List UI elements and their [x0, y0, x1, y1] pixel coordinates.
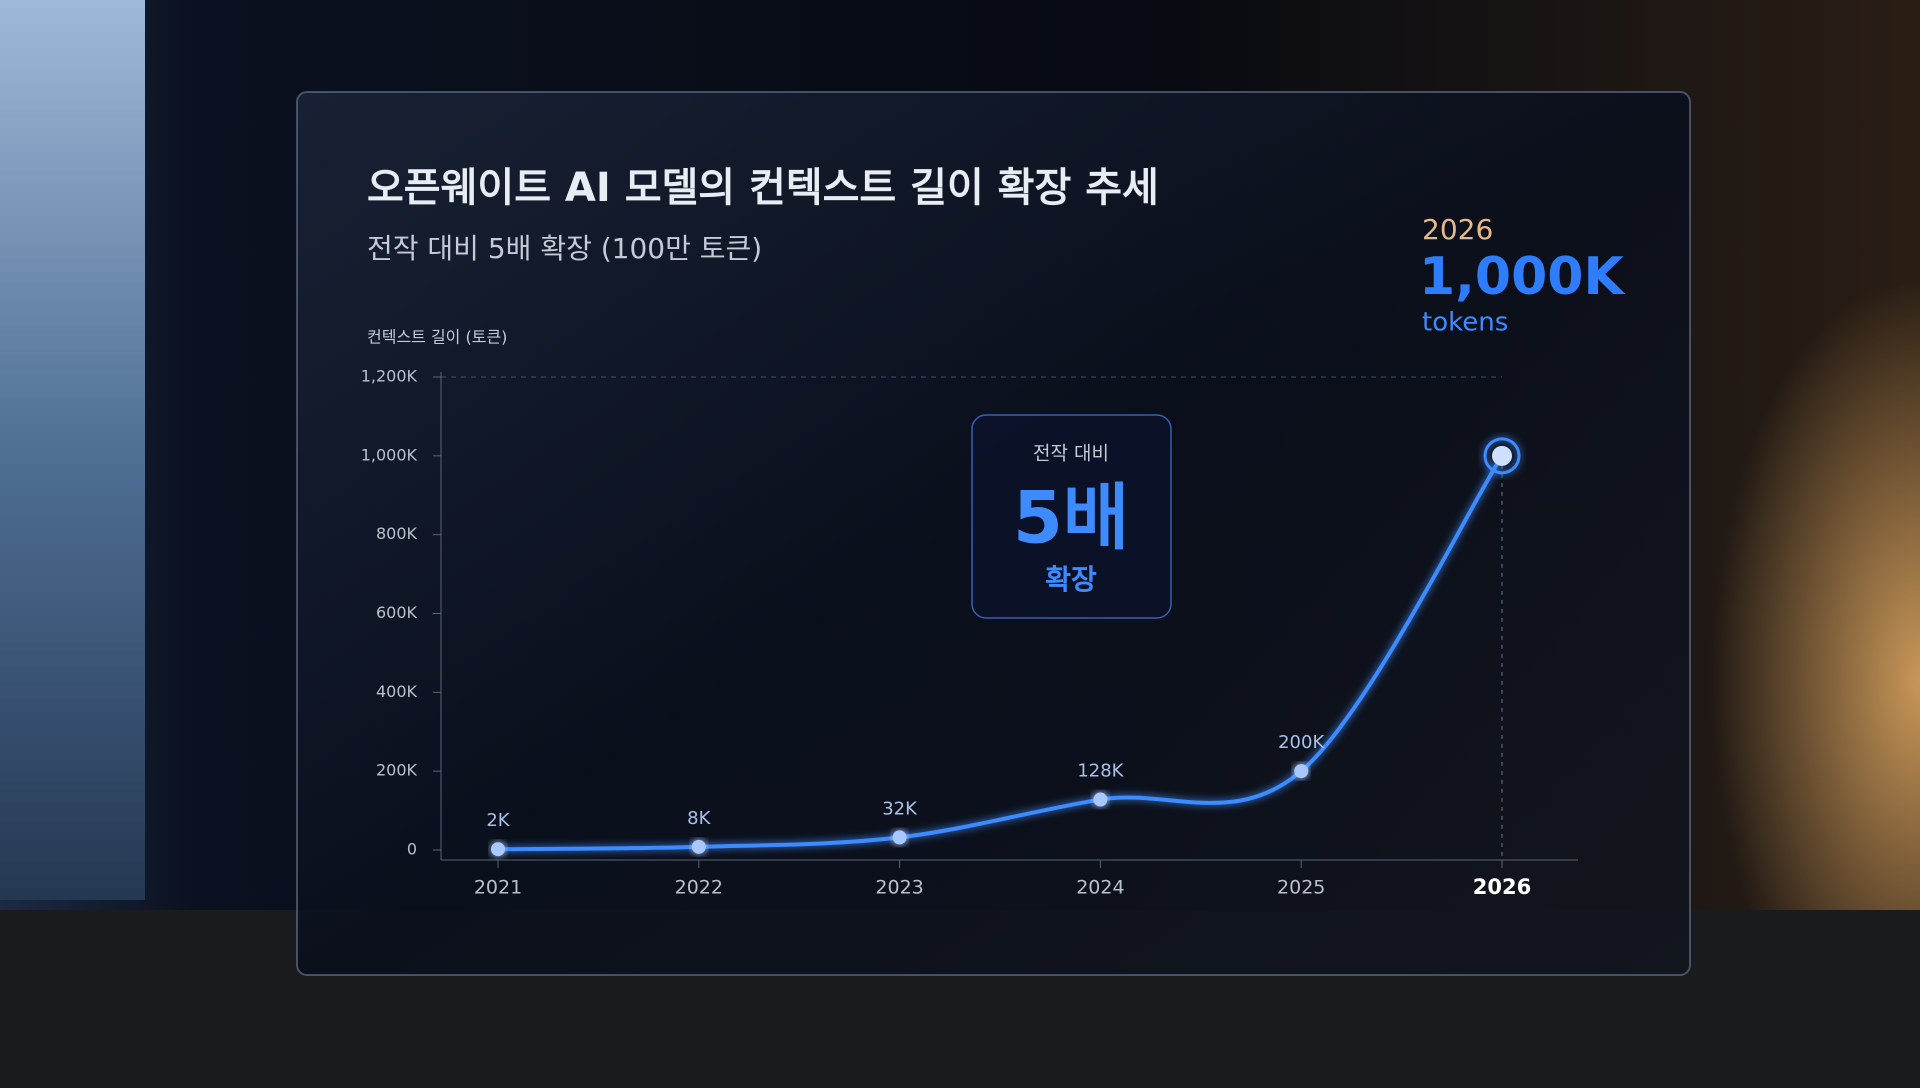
- chart-title: 오픈웨이트 AI 모델의 컨텍스트 길이 확장 추세: [367, 165, 1159, 211]
- data-label: 2K: [486, 810, 510, 831]
- data-label: 200K: [1278, 732, 1325, 753]
- y-tick-label: 400K: [376, 682, 418, 701]
- y-tick-label: 600K: [376, 603, 418, 622]
- x-tick-label: 2024: [1076, 877, 1124, 899]
- data-label: 32K: [882, 798, 918, 819]
- highlight-year: 2026: [1422, 213, 1493, 246]
- x-tick-label: 2021: [474, 877, 522, 899]
- x-tick-label: 2026: [1473, 875, 1531, 899]
- y-tick-label: 200K: [376, 761, 418, 780]
- data-label: 8K: [687, 808, 711, 829]
- data-label: 128K: [1077, 761, 1124, 782]
- point: [1294, 764, 1309, 779]
- highlight-unit: tokens: [1422, 308, 1508, 338]
- y-tick-label: 1,000K: [361, 445, 418, 464]
- point-ring: [1483, 437, 1521, 475]
- y-tick-label: 800K: [376, 524, 418, 543]
- point: [691, 839, 706, 854]
- y-tick-label: 1,200K: [361, 367, 418, 386]
- annotation-box: [971, 414, 1172, 619]
- x-tick-label: 2023: [875, 877, 923, 899]
- annotation-main: 5배: [1013, 476, 1129, 560]
- annotation-bottom: 확장: [1045, 563, 1097, 596]
- window: [0, 0, 145, 900]
- x-tick-label: 2025: [1277, 877, 1325, 899]
- line: [497, 454, 1504, 852]
- point: [491, 842, 505, 857]
- point: [1492, 445, 1512, 466]
- point: [892, 830, 907, 845]
- chart-subtitle: 전작 대비 5배 확장 (100만 토큰): [367, 232, 762, 265]
- x-tick-label: 2022: [675, 877, 723, 899]
- highlight-value: 1,000K: [1419, 247, 1625, 307]
- y-tick-label: 0: [407, 840, 417, 859]
- annotation-top: 전작 대비: [1033, 443, 1109, 465]
- point: [1093, 792, 1108, 807]
- y-axis-label: 컨텍스트 길이 (토큰): [367, 328, 507, 347]
